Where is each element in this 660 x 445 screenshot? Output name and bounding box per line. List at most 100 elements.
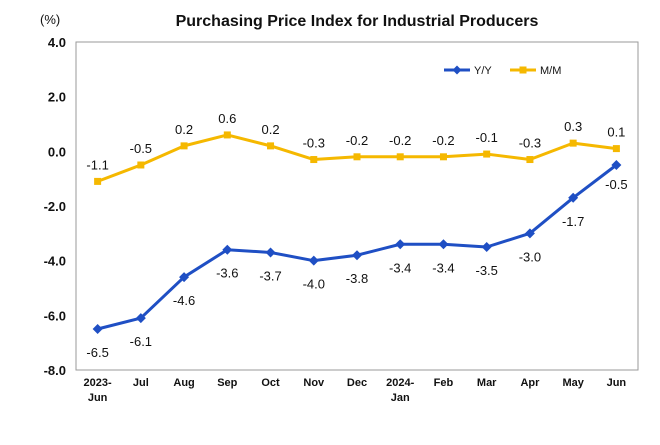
series-group xyxy=(92,131,622,334)
y-tick-label: -2.0 xyxy=(44,199,66,214)
data-label-m-m: -0.2 xyxy=(432,133,454,148)
plot-area-border xyxy=(75,41,639,371)
data-label-y-y: -3.4 xyxy=(389,260,411,275)
data-label-y-y: -4.6 xyxy=(173,293,195,308)
data-point-m-m xyxy=(483,150,491,158)
data-point-m-m xyxy=(267,142,275,150)
data-label-m-m: -1.1 xyxy=(86,157,108,172)
data-point-m-m xyxy=(94,177,102,185)
x-tick-label-line: May xyxy=(562,377,584,389)
x-tick-label: Jul xyxy=(133,377,149,389)
x-tick-label-line: 2024- xyxy=(386,377,414,389)
data-point-y-y xyxy=(265,247,276,258)
data-point-m-m xyxy=(396,153,404,161)
data-point-y-y xyxy=(179,272,190,283)
data-point-y-y xyxy=(352,250,362,261)
x-tick-label-line: Jun xyxy=(88,392,108,404)
x-tick-label-line: Jul xyxy=(133,377,149,389)
x-tick-label-line: Mar xyxy=(477,377,497,389)
data-label-m-m: -0.3 xyxy=(303,136,325,151)
data-point-y-y xyxy=(611,160,622,170)
x-tick-label: 2024- Jan xyxy=(386,377,414,404)
y-tick-label: 2.0 xyxy=(48,90,66,105)
x-tick-label: Aug xyxy=(173,377,194,389)
data-point-m-m xyxy=(526,156,534,164)
data-point-m-m xyxy=(223,131,231,139)
data-point-y-y xyxy=(222,244,233,255)
data-label-y-y: -6.5 xyxy=(86,345,108,360)
data-label-m-m: 0.1 xyxy=(607,125,625,140)
data-point-m-m xyxy=(180,142,188,150)
data-label-m-m: -0.3 xyxy=(519,136,541,151)
x-tick-label: Nov xyxy=(303,377,325,389)
data-point-y-y xyxy=(524,228,535,239)
data-label-m-m: -0.2 xyxy=(389,133,411,148)
data-label-m-m: -0.5 xyxy=(130,141,152,156)
data-point-y-y xyxy=(395,239,406,250)
x-tick-label: Jun xyxy=(607,377,627,389)
data-point-y-y xyxy=(135,313,146,324)
x-tick-label: May xyxy=(562,377,584,389)
x-tick-label-line: Sep xyxy=(217,377,237,389)
data-label-y-y: -3.0 xyxy=(519,249,541,264)
x-tick-label: Mar xyxy=(477,377,497,389)
axes-group: 4.0 2.0 0.0 -2.0 -4.0 -6.0 -8.0 2023- Jun Jul Aug S… xyxy=(44,35,627,404)
data-label-y-y: -6.1 xyxy=(130,334,152,349)
legend-marker-y-y xyxy=(452,65,462,75)
x-tick-label-line: Feb xyxy=(434,377,454,389)
y-tick-label: -4.0 xyxy=(44,254,66,269)
x-tick-label-line: Oct xyxy=(261,377,280,389)
x-tick-label-line: Nov xyxy=(303,377,325,389)
data-label-y-y: -3.4 xyxy=(432,260,454,275)
x-tick-label-line: 2023- xyxy=(84,377,112,389)
x-tick-label-line: Apr xyxy=(520,377,540,389)
x-tick-label: Apr xyxy=(520,377,540,389)
legend-label-m-m: M/M xyxy=(540,65,561,77)
x-tick-label-line: Aug xyxy=(173,377,194,389)
data-label-m-m: 0.3 xyxy=(564,119,582,134)
data-point-m-m xyxy=(569,139,577,147)
x-tick-label-line: Jun xyxy=(607,377,627,389)
data-label-m-m: 0.6 xyxy=(218,111,236,126)
data-point-m-m xyxy=(137,161,145,169)
data-label-y-y: -1.7 xyxy=(562,214,584,229)
data-label-y-y: -3.5 xyxy=(475,263,497,278)
data-labels-group: -1.1 -0.5 0.2 0.6 0.2 -0.3 -0.2 -0.2 -0.2 -0.1 -0.… xyxy=(86,111,627,360)
data-label-y-y: -4.0 xyxy=(303,277,325,292)
legend-marker-m-m xyxy=(519,66,527,74)
y-tick-label: 0.0 xyxy=(48,144,66,159)
data-label-y-y: -0.5 xyxy=(605,177,627,192)
y-tick-label: 4.0 xyxy=(48,35,66,50)
chart-title: Purchasing Price Index for Industrial Pr… xyxy=(176,13,539,30)
data-point-y-y xyxy=(568,192,579,203)
x-tick-label: 2023- Jun xyxy=(84,377,112,404)
data-point-y-y xyxy=(481,242,492,252)
data-point-m-m xyxy=(310,156,318,164)
data-label-y-y: -3.6 xyxy=(216,266,238,281)
data-label-m-m: 0.2 xyxy=(261,122,279,137)
data-label-y-y: -3.7 xyxy=(259,268,281,283)
data-point-y-y xyxy=(92,324,103,334)
data-point-m-m xyxy=(353,153,361,161)
data-label-m-m: -0.2 xyxy=(346,133,368,148)
x-tick-label-line: Jan xyxy=(391,392,410,404)
data-label-y-y: -3.8 xyxy=(346,271,368,286)
x-tick-label: Oct xyxy=(261,377,280,389)
data-label-m-m: -0.1 xyxy=(475,130,497,145)
y-tick-label: -8.0 xyxy=(44,363,66,378)
legend-label-y-y: Y/Y xyxy=(474,65,492,77)
x-tick-label: Feb xyxy=(434,377,454,389)
data-point-y-y xyxy=(308,255,319,266)
y-axis-unit-label: (%) xyxy=(40,12,60,27)
data-point-m-m xyxy=(439,153,447,161)
x-tick-label: Dec xyxy=(347,377,367,389)
y-tick-label: -6.0 xyxy=(44,308,66,323)
legend: Y/Y M/M xyxy=(444,65,561,77)
data-point-m-m xyxy=(612,145,620,153)
data-point-y-y xyxy=(438,239,449,250)
x-tick-label: Sep xyxy=(217,377,237,389)
x-tick-label-line: Dec xyxy=(347,377,367,389)
data-label-m-m: 0.2 xyxy=(175,122,193,137)
